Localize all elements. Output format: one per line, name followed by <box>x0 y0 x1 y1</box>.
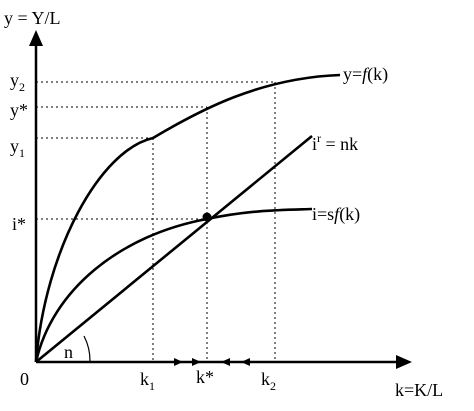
investment-curve <box>34 207 313 363</box>
x-axis-arrow-icon <box>396 355 412 369</box>
tick-k2: k2 <box>261 369 276 393</box>
tick-istar: i* <box>12 214 26 234</box>
production-curve <box>34 73 341 363</box>
tick-kstar: k* <box>196 367 214 387</box>
tick-y1: y1 <box>10 136 25 160</box>
origin-label: 0 <box>20 369 29 389</box>
y-axis-label: y = Y/L <box>4 8 60 28</box>
tick-k1: k1 <box>140 369 155 393</box>
angle-label: n <box>64 342 73 362</box>
steady-state-point <box>202 212 212 222</box>
depreciation-line <box>35 134 313 364</box>
angle-arc <box>83 335 91 363</box>
y-axis-arrow-icon <box>29 30 43 46</box>
tick-ystar: y* <box>10 100 28 120</box>
x-axis-label: k=K/L <box>395 380 443 400</box>
production-curve-label: y=f(k) <box>343 64 388 85</box>
investment-curve-label: i=sf(k) <box>312 204 360 225</box>
tick-y2: y2 <box>10 70 25 94</box>
depreciation-line-label: ir = nk <box>312 131 358 154</box>
